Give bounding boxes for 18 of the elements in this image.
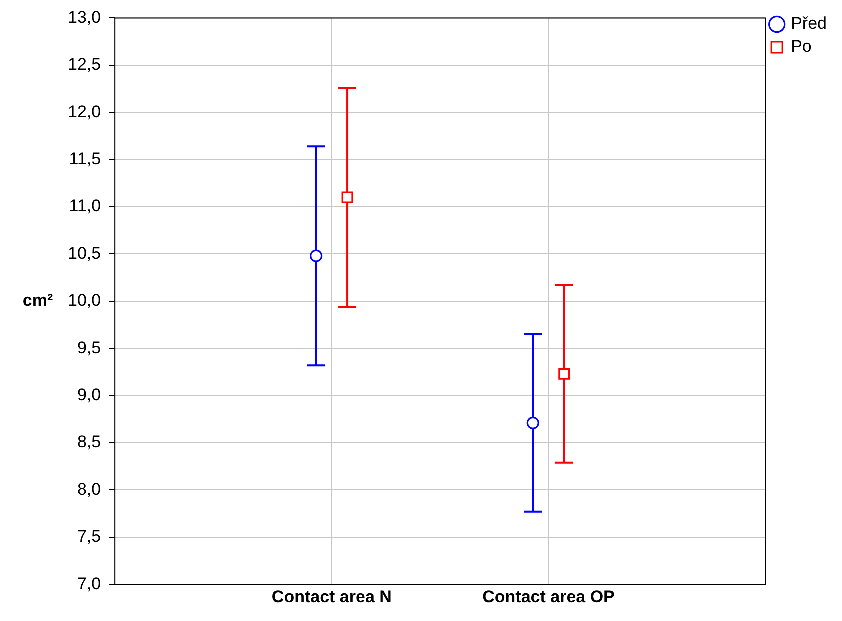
y-tick-label: 10,5 [68, 244, 102, 263]
y-tick-label: 9,0 [77, 385, 102, 404]
y-tick-label: 9,5 [77, 338, 102, 358]
y-tick-label: 11,5 [69, 149, 102, 168]
legend-label: Po [791, 37, 812, 56]
y-tick-label: 13,0 [68, 8, 102, 27]
y-tick-label: 12,0 [68, 102, 102, 122]
y-tick-label: 7,5 [77, 527, 102, 546]
y-tick-label: 7,0 [77, 574, 102, 594]
y-tick-label: 8,0 [77, 480, 102, 499]
y-tick-label: 12,5 [68, 55, 102, 74]
y-tick-label: 11,0 [69, 196, 102, 216]
x-tick-label: Contact area OP [482, 587, 615, 606]
x-tick-label: Contact area N [272, 587, 392, 606]
legend-label: Před [791, 14, 828, 34]
y-tick-label: 8,5 [77, 432, 102, 452]
y-axis-title: cm² [22, 291, 54, 310]
y-tick-label: 10,0 [68, 291, 102, 310]
